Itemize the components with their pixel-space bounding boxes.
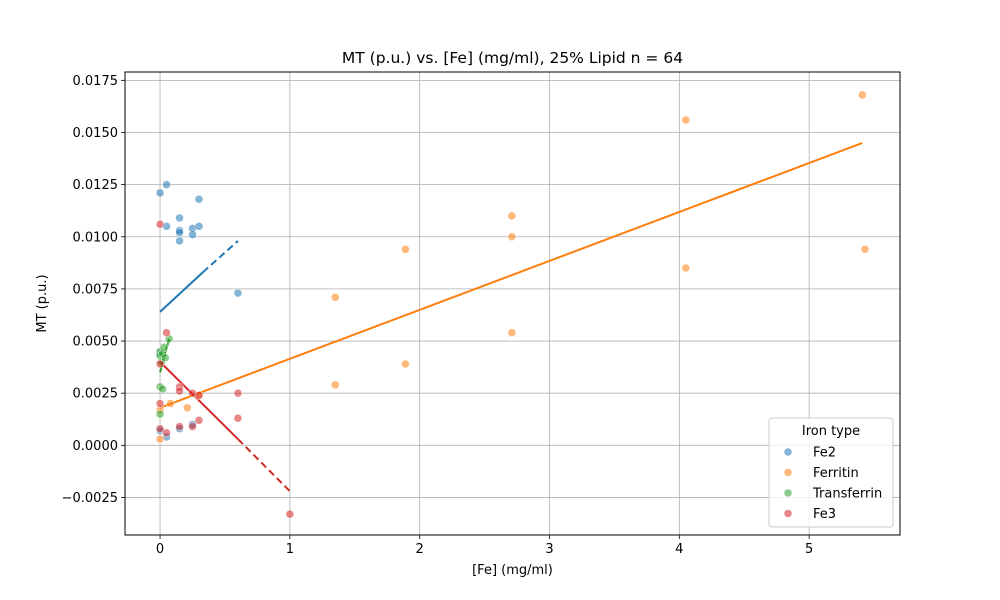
y-tick-label: 0.0125 [73,178,119,193]
y-tick-label: 0.0150 [73,126,119,141]
data-point-ferritin [401,359,410,369]
data-point-transferrin [155,409,165,419]
data-point-fe2 [194,194,204,204]
legend-marker-fe2 [783,447,793,457]
data-point-transferrin [158,384,167,394]
y-tick-label: 0.0025 [73,387,119,402]
legend-marker-transferrin [783,488,793,498]
legend-label-transferrin: Transferrin [812,487,882,502]
x-tick-label: 3 [545,542,553,557]
data-point-ferritin [155,434,165,444]
legend-label-fe2: Fe2 [813,446,836,461]
legend-items: Fe2 Ferritin Transferrin Fe3 [783,446,882,522]
data-point-fe2 [194,222,204,231]
fit-line-fe2 [159,271,204,313]
data-point-ferritin [681,115,691,125]
data-point-ferritin [183,403,192,413]
data-point-ferritin [858,90,867,100]
data-point-fe2 [175,228,184,237]
data-point-transferrin [159,343,169,352]
fit-line-extrapolated-fe2 [202,240,239,273]
legend-box [768,417,894,528]
x-tick-label: 1 [286,542,294,557]
data-point-transferrin [160,353,170,362]
y-tick-label: −0.0025 [62,491,118,506]
data-point-fe3 [194,416,204,425]
data-point-fe2 [162,180,171,189]
data-point-fe3 [162,428,171,438]
x-tick-label: 0 [156,542,164,557]
chart-title: MT (p.u.) vs. [Fe] (mg/ml), 25% Lipid n … [342,49,683,67]
data-point-fe2 [233,288,243,298]
legend-marker-ferritin [783,468,793,477]
y-tick-label: 0.0075 [73,282,119,297]
fit-line-fe3 [159,361,239,440]
data-point-ferritin [401,245,410,254]
legend: Iron type Fe2 Ferritin Transferrin Fe3 [768,417,894,528]
data-point-fe3 [188,422,197,431]
data-point-ferritin [166,399,175,408]
fit-line-extrapolated-fe3 [237,438,291,492]
data-point-fe3 [155,359,165,369]
data-point-ferritin [331,380,340,390]
data-point-fe3 [155,424,165,433]
x-tick-label: 2 [416,542,424,557]
data-point-fe2 [175,213,184,223]
data-point-ferritin [507,328,517,337]
axis-ticks: 0 1 2 3 4 5 −0.0025 0.0000 0.0025 0.0050 0.0075 0.0… [62,74,814,557]
legend-label-fe3: Fe3 [813,507,836,522]
data-point-ferritin [507,232,517,242]
fit-line-ferritin [159,141,863,409]
data-point-fe3 [162,328,171,337]
data-point-fe3 [155,399,165,408]
data-point-fe2 [155,188,165,198]
data-point-fe3 [155,219,165,229]
fit-lines [159,141,863,492]
data-point-fe3 [233,388,243,398]
legend-marker-fe3 [783,509,793,518]
data-point-ferritin [331,292,340,302]
data-point-fe2 [175,236,184,246]
y-tick-label: 0.0050 [73,335,119,350]
data-point-ferritin [681,263,691,273]
y-tick-label: 0.0175 [73,74,119,89]
scatter-points [155,90,870,519]
plot-frame [124,71,901,536]
y-tick-label: 0.0000 [73,439,119,454]
legend-label-ferritin: Ferritin [813,466,859,481]
data-point-fe3 [194,391,204,400]
data-point-ferritin [507,211,517,221]
data-point-fe3 [285,509,295,519]
data-point-ferritin [860,245,870,254]
y-tick-label: 0.0100 [73,230,119,245]
x-tick-label: 5 [805,542,813,557]
data-point-fe3 [175,422,184,431]
grid [125,72,900,535]
data-point-fe3 [233,413,243,423]
data-point-fe3 [175,386,184,396]
x-tick-label: 4 [675,542,683,557]
y-axis-title: MT (p.u.) [35,274,50,332]
x-axis-title: [Fe] (mg/ml) [472,563,553,578]
legend-title: Iron type [802,424,860,439]
data-point-fe2 [188,230,197,239]
